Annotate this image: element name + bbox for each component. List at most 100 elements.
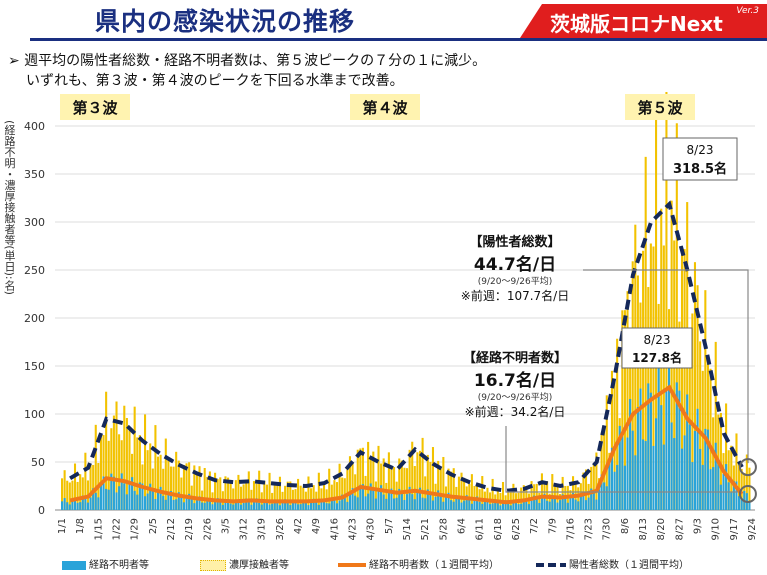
unknown-bar [112,476,115,510]
unknown-bar [245,498,248,510]
unknown-bar [533,495,536,510]
unknown-bar [289,505,292,510]
brand-name: 茨城版コロナNext [550,12,723,36]
contact-bar [416,452,419,510]
unknown-bar [546,500,549,510]
x-tick-label: 5/14 [402,518,413,540]
unknown-bar [398,488,401,510]
contact-bar [398,458,401,510]
unknown-bar [424,498,427,510]
contact-bar [317,472,320,510]
contact-bar [709,368,712,510]
contact-bar [102,435,105,510]
unknown-bar [317,504,320,510]
unknown-bar [699,448,702,510]
x-tick-label: 1/8 [75,518,86,534]
unknown-box-title: 【経路不明者数】 [463,350,567,366]
unknown-bar [73,497,77,510]
contact-bar [447,468,450,510]
contact-bar [725,403,728,510]
unknown-bar [652,445,655,510]
contact-bar [307,476,310,510]
unknown-bar [452,501,455,510]
unknown-bar [190,499,193,510]
unknown-bar [302,499,305,510]
x-tick-label: 3/26 [275,518,286,540]
contact-bar [745,454,748,510]
legend-swatch [536,563,566,567]
contact-bar [623,310,626,510]
unknown-bar [390,488,393,510]
unknown-bar [527,504,530,510]
unknown-bar [380,485,383,510]
unknown-bar [525,499,528,510]
contact-bar [408,449,411,510]
contact-bar [439,468,442,510]
contact-bar [110,428,113,510]
unknown-bar [442,501,445,510]
contact-bar [372,451,375,510]
unknown-bar [216,498,219,510]
unknown-bar [84,496,87,510]
unknown-bar [450,500,453,510]
unknown-bar [732,481,735,510]
contact-bar [527,493,530,510]
unknown-bar [156,492,160,510]
unknown-bar [125,494,128,510]
unknown-bar [284,499,287,510]
unknown-bar [291,500,294,510]
unknown-bar [128,483,131,510]
unknown-bar [426,489,429,510]
contact-bar [229,482,232,510]
header-bar: 県内の感染状況の推移 茨城版コロナNext Ver.3 [0,0,767,42]
y-tick-label: 350 [24,168,45,181]
contact-bar [71,480,74,510]
unknown-bar [359,484,362,510]
x-tick-label: 4/23 [348,518,359,540]
unknown-bar [481,503,484,510]
legend-label: 陽性者総数（１週間平均） [569,560,689,571]
contact-bar [154,425,157,510]
unknown-bar [214,502,217,510]
legend-swatch [62,560,86,570]
unknown-bar [315,502,318,510]
contact-bar [584,469,588,510]
x-tick-label: 2/26 [202,518,213,540]
unknown-bar [559,500,562,510]
unknown-bar [346,501,349,510]
unknown-bar [631,430,634,510]
x-tick-label: 1/22 [111,518,122,540]
unknown-bar [553,495,556,510]
unknown-bar [665,391,668,510]
unknown-bar [501,502,505,510]
contact-bar [701,370,704,510]
unknown-bar [660,405,663,510]
unknown-bar [341,494,344,510]
contact-bar [133,406,136,510]
contact-bar [198,466,201,510]
legend-label: 経路不明者等 [89,560,149,571]
unknown-box-period: (9/20～9/26平均) [478,391,552,403]
unknown-end-marker [738,484,757,503]
contact-bar [390,466,393,510]
contact-bar [338,463,341,510]
contact-bar [286,481,289,510]
total-box-period: (9/20～9/26平均) [478,275,552,287]
unknown-bar [483,498,486,510]
unknown-bar [748,500,751,510]
contact-bar [237,474,240,510]
legend-unknown-average: 経路不明者数（１週間平均） [338,556,499,571]
unknown-bar [691,462,694,510]
unknown-bar [286,502,289,510]
contact-bar [530,481,533,510]
x-tick-label: 4/16 [329,518,340,540]
unknown-bar [465,495,468,510]
unknown-bar [463,500,466,510]
unknown-bar [146,493,149,510]
contact-bar [421,437,424,510]
y-tick-label: 300 [24,216,45,229]
contact-bar [81,477,84,510]
unknown-bar [616,464,619,510]
contact-bar [356,449,359,510]
unknown-bar [294,499,297,510]
